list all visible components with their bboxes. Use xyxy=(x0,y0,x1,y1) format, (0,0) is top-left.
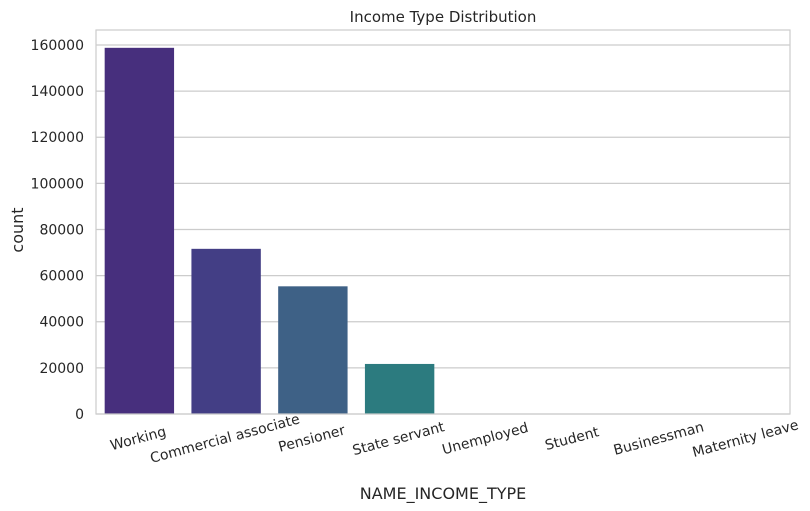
x-tick-label: Student xyxy=(543,424,601,454)
chart-title: Income Type Distribution xyxy=(350,8,537,26)
x-axis-label: NAME_INCOME_TYPE xyxy=(360,484,527,504)
x-tick-label: Unemployed xyxy=(441,420,531,458)
bar-commercial-associate xyxy=(191,248,261,414)
y-tick-label: 100000 xyxy=(31,176,84,192)
y-tick-label: 0 xyxy=(75,407,84,423)
plot-frame xyxy=(95,29,791,415)
y-tick-label: 20000 xyxy=(39,361,84,377)
bars-group xyxy=(104,47,782,415)
bar-working xyxy=(104,47,175,415)
y-tick-label: 160000 xyxy=(31,38,84,54)
bar-state-servant xyxy=(364,363,435,414)
x-tick-label: State servant xyxy=(351,419,447,459)
x-tick-label: Businessman xyxy=(612,419,706,458)
y-tick-label: 120000 xyxy=(31,130,84,146)
y-axis-label: count xyxy=(8,207,27,252)
y-tick-label: 80000 xyxy=(39,222,84,238)
y-tick-labels: 0 20000 40000 60000 80000 100000 120000 140000 1… xyxy=(31,38,84,423)
bar-pensioner xyxy=(278,286,348,414)
y-tick-label: 60000 xyxy=(39,269,84,285)
x-tick-label: Maternity leave xyxy=(691,417,801,461)
y-tick-label: 40000 xyxy=(39,315,84,331)
y-tick-label: 140000 xyxy=(31,84,84,100)
